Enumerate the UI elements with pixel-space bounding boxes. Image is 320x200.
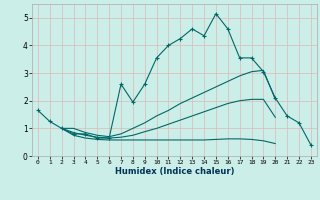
X-axis label: Humidex (Indice chaleur): Humidex (Indice chaleur) <box>115 167 234 176</box>
